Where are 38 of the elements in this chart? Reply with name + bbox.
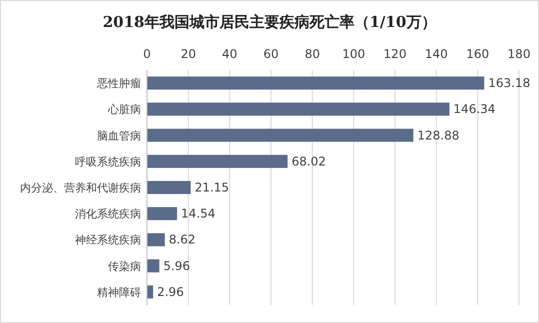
x-tick-label: 40 bbox=[222, 47, 238, 61]
x-tick-label: 0 bbox=[143, 47, 151, 61]
bar bbox=[147, 154, 288, 168]
x-tick-label: 60 bbox=[263, 47, 279, 61]
bar bbox=[147, 128, 414, 142]
x-tick-label: 180 bbox=[508, 47, 530, 61]
y-tick-label: 消化系统疾病 bbox=[75, 208, 141, 221]
data-label: 146.34 bbox=[453, 102, 496, 116]
bar bbox=[147, 207, 178, 220]
y-tick-label: 精神障碍 bbox=[97, 286, 141, 299]
x-tick-label: 80 bbox=[304, 47, 320, 61]
x-tick-label: 140 bbox=[424, 47, 448, 61]
data-label: 5.96 bbox=[163, 258, 190, 273]
y-tick-label: 呼吸系统疾病 bbox=[75, 155, 141, 168]
x-tick-label: 100 bbox=[342, 47, 366, 61]
y-tick-label: 传染病 bbox=[108, 260, 141, 273]
data-label: 68.02 bbox=[292, 154, 326, 168]
data-label: 163.18 bbox=[488, 76, 530, 90]
bar bbox=[147, 259, 160, 272]
y-tick-label: 恶性肿瘤 bbox=[96, 77, 141, 90]
data-label: 128.88 bbox=[417, 128, 460, 142]
data-label: 8.62 bbox=[168, 232, 196, 247]
y-tick-label: 神经系统疾病 bbox=[75, 234, 141, 247]
y-tick-label: 心脏病 bbox=[107, 103, 141, 116]
bar bbox=[147, 285, 154, 298]
bar bbox=[147, 76, 484, 90]
bar bbox=[147, 102, 450, 116]
x-tick-label: 160 bbox=[466, 47, 490, 61]
x-tick-label: 120 bbox=[384, 47, 406, 61]
chart-title: 2018年我国城市居民主要疾病死亡率（1/10万） bbox=[102, 13, 436, 31]
bar bbox=[147, 180, 191, 194]
y-tick-label: 内分泌、营养和代谢疾病 bbox=[20, 182, 141, 194]
x-tick-label: 20 bbox=[180, 47, 196, 61]
bar bbox=[147, 233, 165, 246]
data-label: 21.15 bbox=[194, 180, 230, 194]
data-label: 2.96 bbox=[157, 284, 184, 299]
data-label: 14.54 bbox=[181, 206, 216, 221]
y-tick-label: 脑血管病 bbox=[97, 129, 141, 142]
